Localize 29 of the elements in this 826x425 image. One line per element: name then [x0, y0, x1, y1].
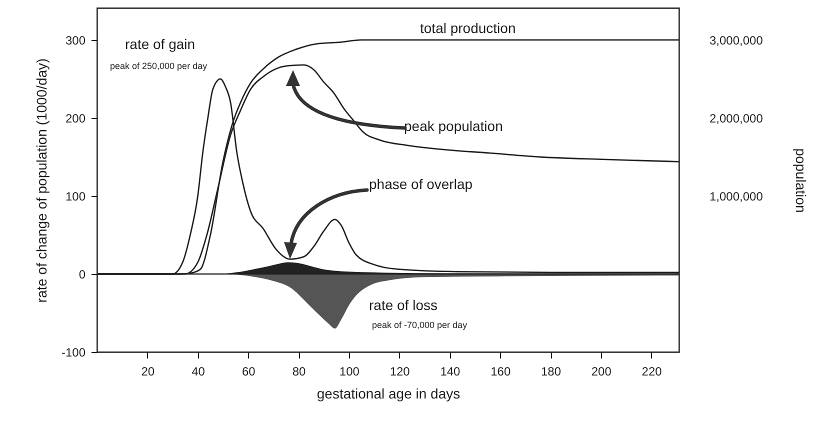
y2-axis-title: population: [792, 148, 809, 213]
x-tick-label: 200: [591, 364, 612, 378]
annotation: phase of overlap: [369, 176, 473, 192]
x-tick-label: 160: [490, 364, 511, 378]
x-tick-label: 120: [390, 364, 410, 378]
x-tick-label: 180: [540, 364, 562, 378]
x-tick-label: 100: [339, 364, 360, 378]
y-tick-label: -100: [61, 346, 86, 360]
y-tick-label: 300: [65, 33, 86, 48]
annotation: peak of 250,000 per day: [110, 61, 208, 71]
annotation: peak population: [404, 118, 503, 134]
x-axis-title: gestational age in days: [316, 386, 460, 402]
x-tick-label: 20: [141, 364, 155, 378]
x-tick-label: 60: [242, 364, 256, 378]
x-tick-label: 140: [440, 364, 461, 378]
x-tick-label: 80: [292, 364, 306, 378]
y-axis-title: rate of change of population (1000/day): [33, 58, 50, 303]
y-tick-label: 200: [65, 111, 86, 126]
annotation: rate of loss: [369, 297, 438, 313]
y-tick-label: 0: [78, 267, 86, 282]
annotation: rate of gain: [125, 36, 196, 52]
x-tick-label: 220: [642, 364, 662, 378]
y2-tick-label: 2,000,000: [710, 111, 764, 126]
y2-tick-label: 1,000,000: [710, 189, 764, 204]
y-tick-label: 100: [65, 189, 86, 204]
annotation: peak of -70,000 per day: [372, 320, 468, 330]
y2-tick-label: 3,000,000: [710, 33, 764, 48]
x-tick-label: 40: [192, 364, 206, 378]
annotation: total production: [420, 20, 516, 36]
